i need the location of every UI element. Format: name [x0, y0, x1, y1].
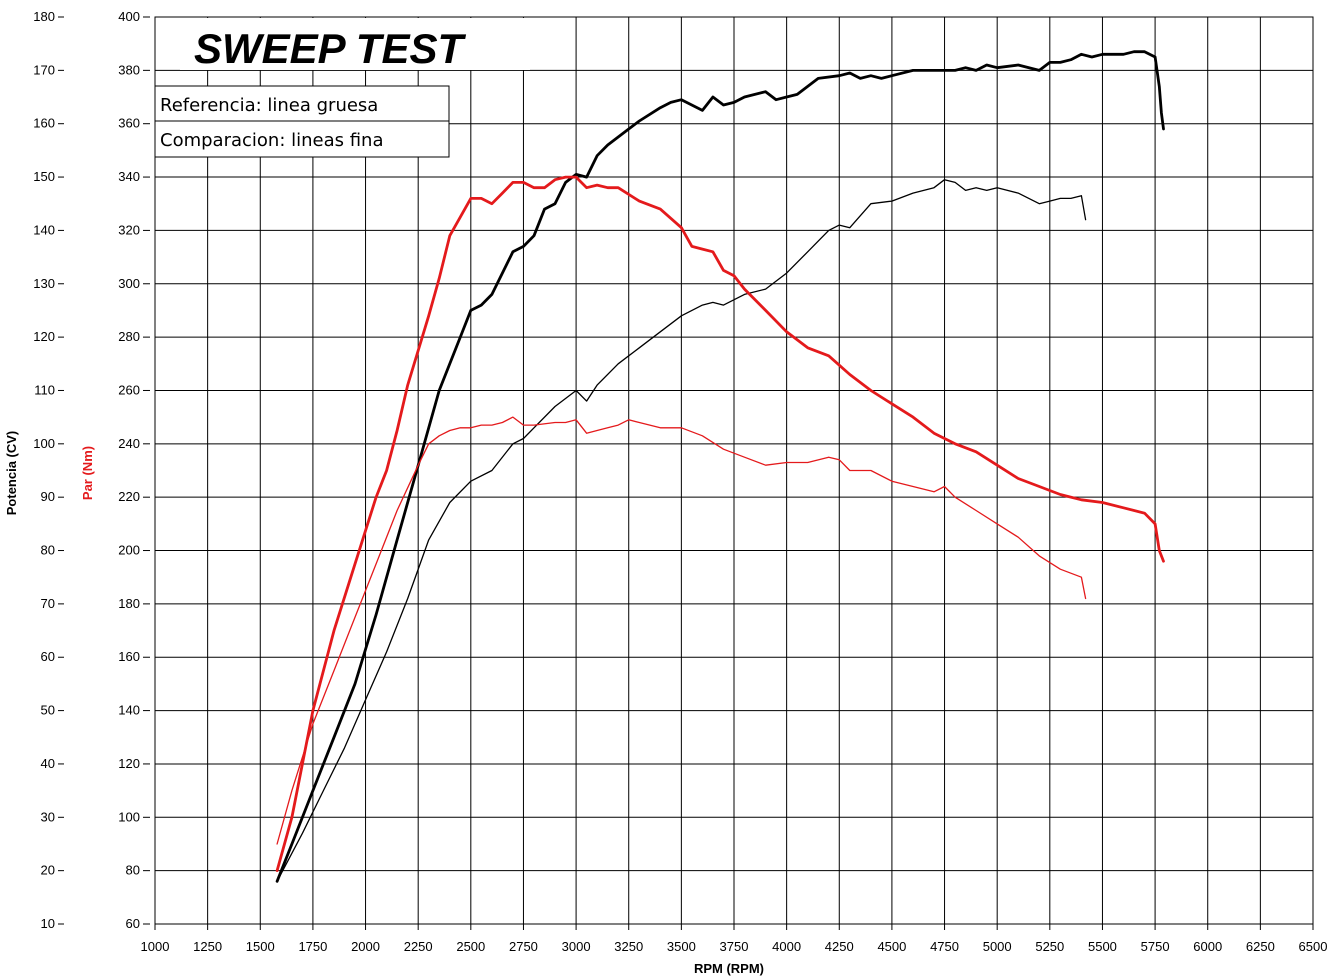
- power-tick-label: 130: [33, 276, 55, 291]
- legend-box: Referencia: linea gruesa Comparacion: li…: [154, 85, 450, 158]
- torque-tick-label: 300: [118, 276, 140, 291]
- power-thick-line: [275, 50, 1165, 883]
- x-tick-label: 5000: [983, 939, 1012, 954]
- x-tick-label: 6250: [1246, 939, 1275, 954]
- power-thin-line: [276, 179, 1087, 882]
- x-tick-label: 4750: [930, 939, 959, 954]
- power-tick-label: 110: [34, 382, 55, 397]
- x-tick-label: 3250: [614, 939, 643, 954]
- power-tick-label: 90: [41, 489, 55, 504]
- plot-frame: [154, 16, 1314, 925]
- power-tick-label: 150: [33, 169, 55, 184]
- power-tick-label: 70: [41, 596, 55, 611]
- grid: [58, 16, 1314, 930]
- series-lines: [275, 50, 1165, 883]
- power-tick-label: 100: [33, 436, 55, 451]
- power-tick-label: 180: [33, 9, 55, 24]
- x-tick-label: 1500: [246, 939, 275, 954]
- x-tick-label: 2250: [404, 939, 433, 954]
- torque-tick-label: 60: [126, 916, 140, 931]
- torque-tick-label: 100: [118, 809, 140, 824]
- x-tick-label: 6000: [1193, 939, 1222, 954]
- x-tick-label: 5250: [1035, 939, 1064, 954]
- power-tick-label: 170: [33, 62, 55, 77]
- x-tick-label: 3000: [562, 939, 591, 954]
- torque-tick-label: 140: [118, 703, 140, 718]
- power-tick-label: 80: [41, 543, 55, 558]
- torque-tick-label: 340: [118, 169, 140, 184]
- torque-tick-label: 320: [118, 222, 140, 237]
- y-axis-title-torque: Par (Nm): [80, 446, 95, 500]
- x-tick-label: 5750: [1141, 939, 1170, 954]
- torque-tick-label: 180: [118, 596, 140, 611]
- x-tick-label: 5500: [1088, 939, 1117, 954]
- torque-tick-label: 240: [118, 436, 140, 451]
- torque-tick-label: 380: [118, 62, 140, 77]
- y-tick-labels: 180 400 170 380 160 360 150 340 140 320 130 300 120 2…: [33, 9, 140, 931]
- torque-tick-label: 220: [118, 489, 140, 504]
- x-axis-title: RPM (RPM): [694, 961, 764, 976]
- legend-line-reference: Referencia: linea gruesa: [160, 95, 378, 116]
- torque-thin-line: [276, 416, 1087, 845]
- torque-tick-label: 400: [118, 9, 140, 24]
- power-tick-label: 40: [41, 756, 55, 771]
- x-tick-label: 1250: [193, 939, 222, 954]
- torque-thick-line: [275, 175, 1165, 872]
- x-tick-labels: 1000 1250 1500 1750 2000 2250 2500 2750 3000 3250…: [141, 939, 1328, 954]
- power-tick-label: 50: [41, 703, 55, 718]
- x-tick-label: 3750: [720, 939, 749, 954]
- x-tick-label: 2750: [509, 939, 538, 954]
- x-tick-label: 1000: [141, 939, 170, 954]
- power-tick-label: 20: [41, 863, 55, 878]
- torque-tick-label: 260: [118, 382, 140, 397]
- torque-tick-label: 200: [118, 543, 140, 558]
- legend-line-comparison: Comparacion: lineas fina: [160, 130, 384, 151]
- y-axis-title-power: Potencia (CV): [4, 431, 19, 516]
- x-tick-label: 4500: [877, 939, 906, 954]
- x-tick-label: 1750: [298, 939, 327, 954]
- x-tick-label: 2500: [456, 939, 485, 954]
- x-tick-label: 4000: [772, 939, 801, 954]
- x-tick-label: 2000: [351, 939, 380, 954]
- x-tick-label: 4250: [825, 939, 854, 954]
- power-tick-label: 10: [41, 916, 55, 931]
- x-tick-label: 3500: [667, 939, 696, 954]
- torque-tick-label: 360: [118, 116, 140, 131]
- torque-tick-label: 120: [118, 756, 140, 771]
- power-tick-label: 30: [41, 809, 55, 824]
- power-tick-label: 160: [33, 116, 55, 131]
- chart-title: SWEEP TEST: [194, 25, 466, 72]
- torque-tick-label: 160: [118, 649, 140, 664]
- power-tick-label: 60: [41, 649, 55, 664]
- x-tick-label: 6500: [1299, 939, 1328, 954]
- torque-tick-label: 80: [126, 863, 140, 878]
- chart-title-backdrop: [180, 18, 530, 70]
- torque-tick-label: 280: [118, 329, 140, 344]
- power-tick-label: 140: [33, 222, 55, 237]
- power-tick-label: 120: [33, 329, 55, 344]
